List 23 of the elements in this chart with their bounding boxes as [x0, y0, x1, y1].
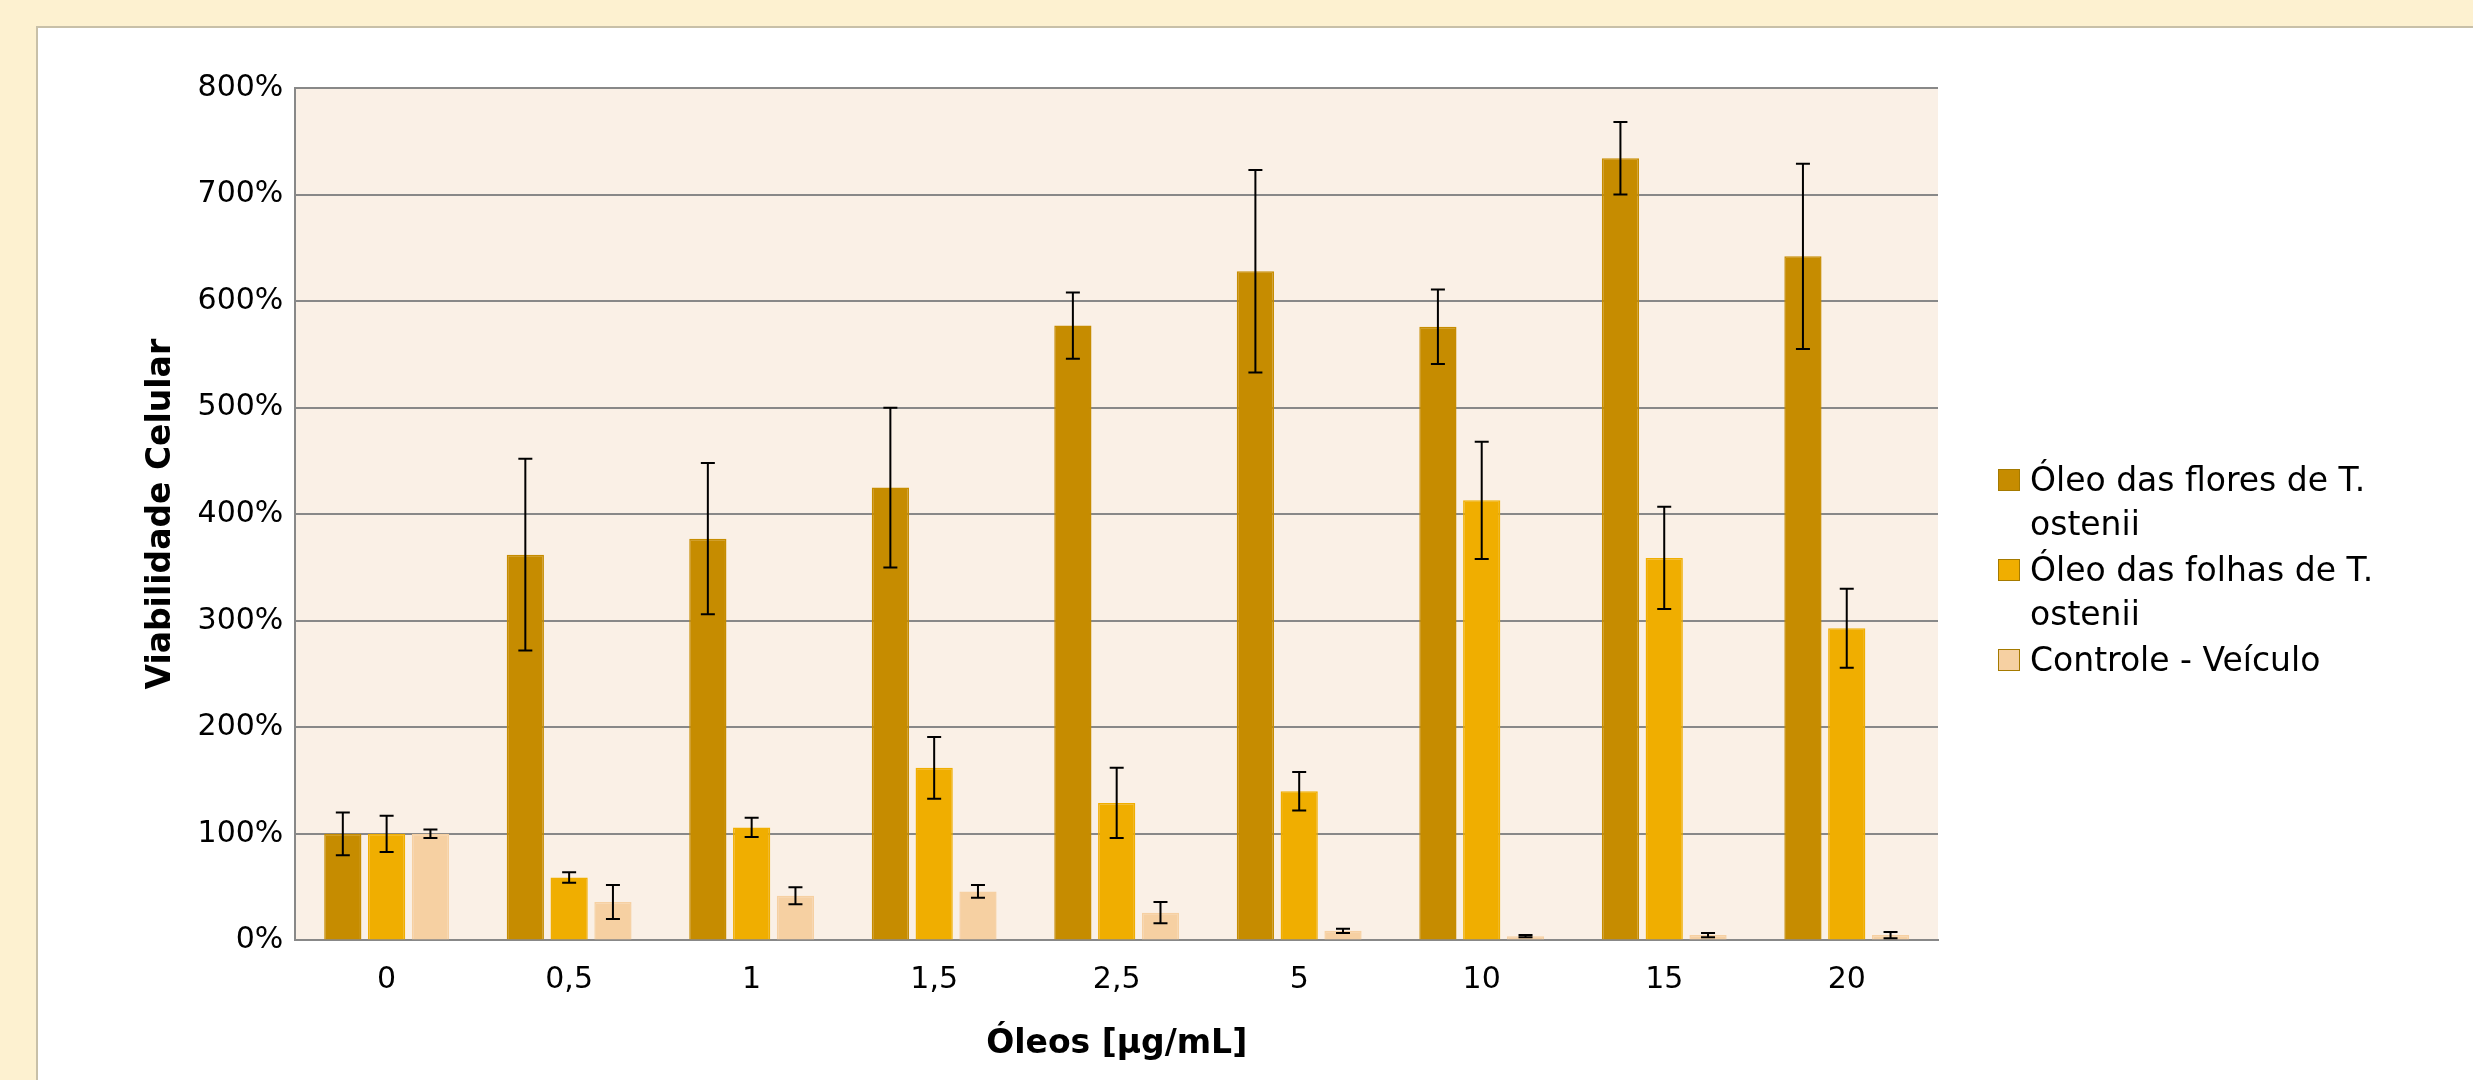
y-tick-label: 200%: [197, 707, 284, 743]
x-axis-title: Óleos [µg/mL]: [986, 1020, 1248, 1061]
y-tick-label: 700%: [197, 174, 284, 210]
y-tick-label: 600%: [197, 280, 284, 316]
x-tick-label: 0,5: [545, 960, 593, 996]
y-tick-label: 500%: [197, 387, 284, 423]
y-tick-label: 300%: [197, 600, 284, 636]
y-axis-title: Viabilidade Celular: [139, 338, 179, 690]
x-tick-label: 2,5: [1092, 960, 1141, 996]
y-tick-label: 0%: [235, 920, 284, 956]
x-tick-label: 10: [1462, 960, 1501, 996]
y-tick-label: 100%: [197, 813, 284, 849]
y-tick-label: 400%: [197, 494, 284, 529]
x-tick-label: 5: [1289, 960, 1309, 996]
x-tick-label: 20: [1827, 960, 1866, 996]
x-tick-label: 0: [377, 960, 397, 996]
y-tick-label: 800%: [197, 67, 284, 103]
x-tick-label: 15: [1645, 960, 1684, 996]
x-tick-label: 1,5: [910, 960, 959, 996]
legend-label: Óleo das flores de T. ostenii: [2030, 458, 2367, 545]
legend-label: Controle - Veículo: [2030, 639, 2321, 681]
legend-label: Óleo das folhas de T. ostenii: [2030, 548, 2375, 635]
x-tick-label: 1: [742, 960, 762, 996]
